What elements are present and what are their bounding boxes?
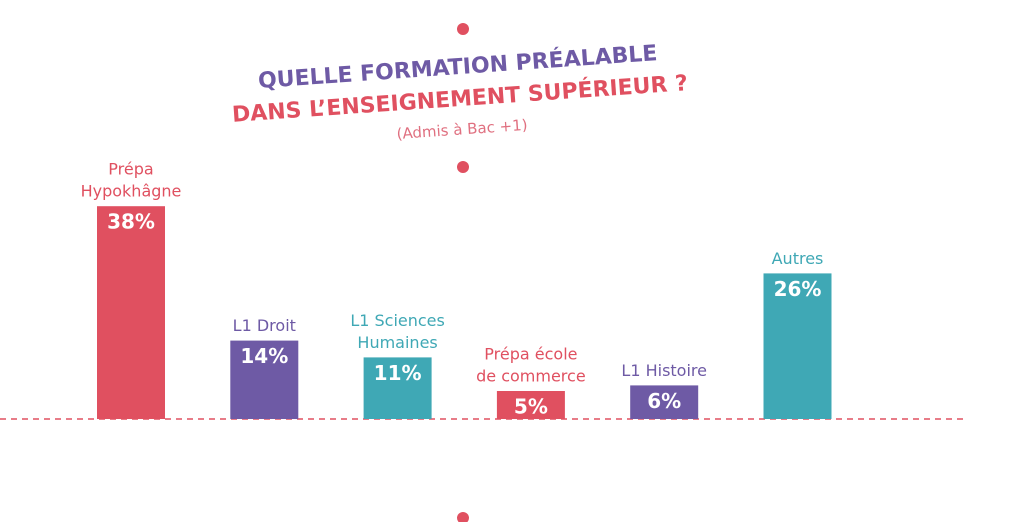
value-label: 6%: [647, 389, 681, 413]
category-label: Humaines: [357, 333, 437, 352]
value-label: 26%: [774, 277, 822, 301]
category-label: de commerce: [476, 367, 586, 386]
value-label: 38%: [107, 210, 155, 234]
bar: [630, 385, 699, 419]
title-group: QUELLE FORMATION PRÉALABLE DANS L’ENSEIG…: [231, 40, 688, 143]
chart-subtitle: (Admis à Bac +1): [396, 116, 528, 143]
value-label: 14%: [240, 344, 288, 368]
decor-dot: [457, 23, 469, 35]
decor-dot: [457, 161, 469, 173]
category-label: L1 Sciences: [350, 311, 445, 330]
category-label: Autres: [772, 249, 824, 268]
value-label: 11%: [374, 361, 422, 385]
category-label: L1 Droit: [233, 316, 296, 335]
bar: [363, 357, 432, 419]
category-label: Prépa école: [484, 345, 577, 364]
category-label: Prépa: [108, 160, 153, 179]
category-label: L1 Histoire: [621, 361, 707, 380]
category-label: Hypokhâgne: [81, 182, 182, 201]
bar: [496, 391, 565, 419]
bar: [230, 340, 299, 419]
decor-dot: [457, 512, 469, 522]
bar: [97, 206, 165, 419]
value-label: 5%: [514, 395, 548, 419]
bar: [763, 273, 832, 419]
